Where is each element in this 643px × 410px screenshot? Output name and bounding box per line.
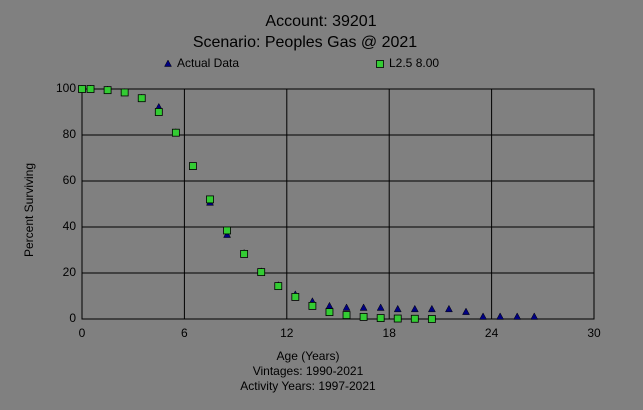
data-point xyxy=(325,308,334,317)
chart-subtitle: Scenario: Peoples Gas @ 2021 xyxy=(193,34,417,51)
x-tick-label: 30 xyxy=(587,326,601,340)
data-point xyxy=(427,315,436,323)
note: Vintages: 1990-2021 xyxy=(253,364,364,378)
data-point xyxy=(513,312,522,320)
legend-label: Actual Data xyxy=(177,56,239,70)
data-point xyxy=(274,282,283,291)
legend-marker xyxy=(376,60,384,68)
y-tick-label: 80 xyxy=(63,127,77,141)
x-tick-label: 18 xyxy=(383,326,397,340)
data-point xyxy=(291,293,300,301)
data-point xyxy=(120,88,129,97)
data-point xyxy=(103,86,112,95)
legend-marker xyxy=(164,59,172,67)
data-point xyxy=(393,304,402,313)
data-point xyxy=(171,128,180,137)
data-point xyxy=(223,226,231,235)
y-tick-label: 100 xyxy=(56,81,76,95)
data-point xyxy=(530,312,539,320)
data-point xyxy=(342,303,351,311)
y-axis-label: Percent Surviving xyxy=(22,163,36,257)
data-point xyxy=(189,162,197,170)
data-point xyxy=(325,301,334,310)
data-point xyxy=(445,304,453,313)
data-point xyxy=(342,311,351,319)
data-point xyxy=(359,313,368,321)
data-point xyxy=(393,314,402,323)
legend-label: L2.5 8.00 xyxy=(389,56,439,70)
y-tick-label: 20 xyxy=(63,265,77,279)
data-point xyxy=(376,303,385,311)
x-tick-label: 6 xyxy=(181,326,188,340)
chart-title: Account: 39201 xyxy=(265,13,376,30)
data-point xyxy=(206,195,214,204)
data-point xyxy=(427,304,436,313)
plot-area xyxy=(81,88,595,320)
data-point xyxy=(86,85,95,93)
x-axis-label: Age (Years) xyxy=(277,349,340,363)
data-point xyxy=(479,312,487,320)
data-point xyxy=(496,312,505,320)
y-tick-label: 0 xyxy=(69,311,76,325)
note: Activity Years: 1997-2021 xyxy=(240,379,376,393)
data-point xyxy=(78,85,86,93)
x-tick-label: 0 xyxy=(79,326,86,340)
x-tick-label: 12 xyxy=(280,326,294,340)
data-point xyxy=(462,307,470,315)
data-point xyxy=(410,314,419,323)
y-tick-label: 60 xyxy=(63,173,77,187)
data-point xyxy=(240,250,249,258)
x-tick-label: 24 xyxy=(485,326,499,340)
data-point xyxy=(410,304,419,313)
data-point xyxy=(137,94,146,103)
data-point xyxy=(359,303,368,311)
data-point xyxy=(154,108,163,116)
y-tick-label: 40 xyxy=(63,219,77,233)
data-point xyxy=(257,268,266,276)
data-point xyxy=(308,301,317,310)
data-point xyxy=(376,314,385,322)
